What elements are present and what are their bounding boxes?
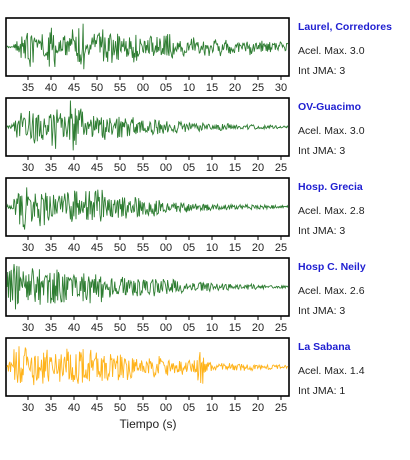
x-tick-label: 05: [183, 242, 195, 254]
station-name: La Sabana: [298, 341, 351, 353]
waveform-line: [6, 264, 289, 310]
x-tick-label: 55: [137, 402, 149, 414]
seismogram-panel: 30 35 40 45 50 55 00 05 10 15 20 25 La Sabana Acel. M…: [5, 337, 365, 414]
max-acceleration-label: Acel. Max. 2.8: [298, 205, 365, 217]
x-tick-label: 00: [160, 242, 172, 254]
x-tick-label: 15: [206, 82, 218, 94]
x-tick-label: 45: [68, 82, 80, 94]
x-tick-label: 15: [229, 242, 241, 254]
jma-intensity-label: Int JMA: 3: [298, 305, 345, 317]
x-tick-label: 25: [275, 242, 287, 254]
panel-frame: [5, 97, 290, 157]
x-tick-label: 40: [68, 162, 80, 174]
station-name: Hosp. Grecia: [298, 181, 363, 193]
x-tick-label: 30: [22, 162, 34, 174]
station-name: Laurel, Corredores: [298, 21, 392, 33]
x-tick-label: 40: [68, 322, 80, 334]
max-acceleration-label: Acel. Max. 3.0: [298, 45, 365, 57]
x-tick-label: 40: [45, 82, 57, 94]
max-acceleration-label: Acel. Max. 2.6: [298, 285, 365, 297]
x-tick-label: 05: [183, 162, 195, 174]
max-acceleration-label: Acel. Max. 3.0: [298, 125, 365, 137]
x-tick-label: 00: [160, 162, 172, 174]
x-tick-label: 00: [160, 322, 172, 334]
seismogram-panel: 30 35 40 45 50 55 00 05 10 15 20 25 Hosp. Grecia Acel…: [5, 177, 365, 254]
x-tick-label: 20: [252, 402, 264, 414]
x-tick-label: 35: [22, 82, 34, 94]
x-tick-label: 05: [160, 82, 172, 94]
x-tick-label: 35: [45, 402, 57, 414]
x-tick-label: 35: [45, 242, 57, 254]
panel-frame: [5, 337, 290, 397]
jma-intensity-label: Int JMA: 3: [298, 145, 345, 157]
x-tick-label: 05: [183, 402, 195, 414]
x-tick-label: 10: [206, 242, 218, 254]
x-tick-label: 20: [252, 162, 264, 174]
seismogram-panel: 30 35 40 45 50 55 00 05 10 15 20 25 Hosp C. Neily Ace…: [5, 257, 366, 334]
waveform-line: [6, 100, 289, 151]
x-tick-label: 50: [114, 242, 126, 254]
x-tick-label: 15: [229, 162, 241, 174]
jma-intensity-label: Int JMA: 1: [298, 385, 345, 397]
waveform-line: [6, 346, 289, 386]
x-tick-label: 15: [229, 322, 241, 334]
x-tick-label: 55: [137, 322, 149, 334]
x-tick-label: 10: [183, 82, 195, 94]
x-tick-label: 10: [206, 162, 218, 174]
seismogram-panel: 35 40 45 50 55 00 05 10 15 20 25 30 Laurel, Corredor…: [5, 17, 392, 94]
panel-frame: [5, 177, 290, 237]
seismogram-panel: 30 35 40 45 50 55 00 05 10 15 20 25 OV-Guacimo Acel. …: [5, 97, 365, 174]
x-tick-label: 35: [45, 322, 57, 334]
x-tick-label: 45: [91, 322, 103, 334]
x-tick-label: 30: [22, 402, 34, 414]
x-tick-label: 55: [114, 82, 126, 94]
x-tick-label: 00: [160, 402, 172, 414]
x-tick-label: 40: [68, 402, 80, 414]
x-tick-label: 20: [252, 242, 264, 254]
x-tick-label: 50: [114, 162, 126, 174]
x-tick-label: 55: [137, 162, 149, 174]
x-tick-label: 50: [114, 402, 126, 414]
x-tick-label: 45: [91, 402, 103, 414]
x-tick-label: 10: [206, 322, 218, 334]
x-tick-label: 10: [206, 402, 218, 414]
x-tick-label: 45: [91, 162, 103, 174]
panel-frame: [5, 257, 290, 317]
x-tick-label: 45: [91, 242, 103, 254]
x-tick-label: 20: [229, 82, 241, 94]
waveform-line: [6, 187, 289, 230]
x-tick-label: 30: [22, 242, 34, 254]
x-tick-label: 25: [252, 82, 264, 94]
x-tick-label: 25: [275, 322, 287, 334]
jma-intensity-label: Int JMA: 3: [298, 225, 345, 237]
panel-frame: [5, 17, 290, 77]
x-tick-label: 00: [137, 82, 149, 94]
x-tick-label: 50: [91, 82, 103, 94]
station-name: Hosp C. Neily: [298, 261, 366, 273]
waveform-line: [6, 23, 289, 70]
x-tick-label: 25: [275, 162, 287, 174]
x-tick-label: 35: [45, 162, 57, 174]
x-tick-label: 20: [252, 322, 264, 334]
x-tick-label: 50: [114, 322, 126, 334]
x-tick-label: 30: [275, 82, 287, 94]
x-tick-label: 05: [183, 322, 195, 334]
x-tick-label: 40: [68, 242, 80, 254]
x-tick-label: 30: [22, 322, 34, 334]
max-acceleration-label: Acel. Max. 1.4: [298, 365, 365, 377]
x-tick-label: 25: [275, 402, 287, 414]
x-axis-label: Tiempo (s): [120, 417, 177, 431]
x-tick-label: 15: [229, 402, 241, 414]
station-name: OV-Guacimo: [298, 101, 361, 113]
x-tick-label: 55: [137, 242, 149, 254]
jma-intensity-label: Int JMA: 3: [298, 65, 345, 77]
